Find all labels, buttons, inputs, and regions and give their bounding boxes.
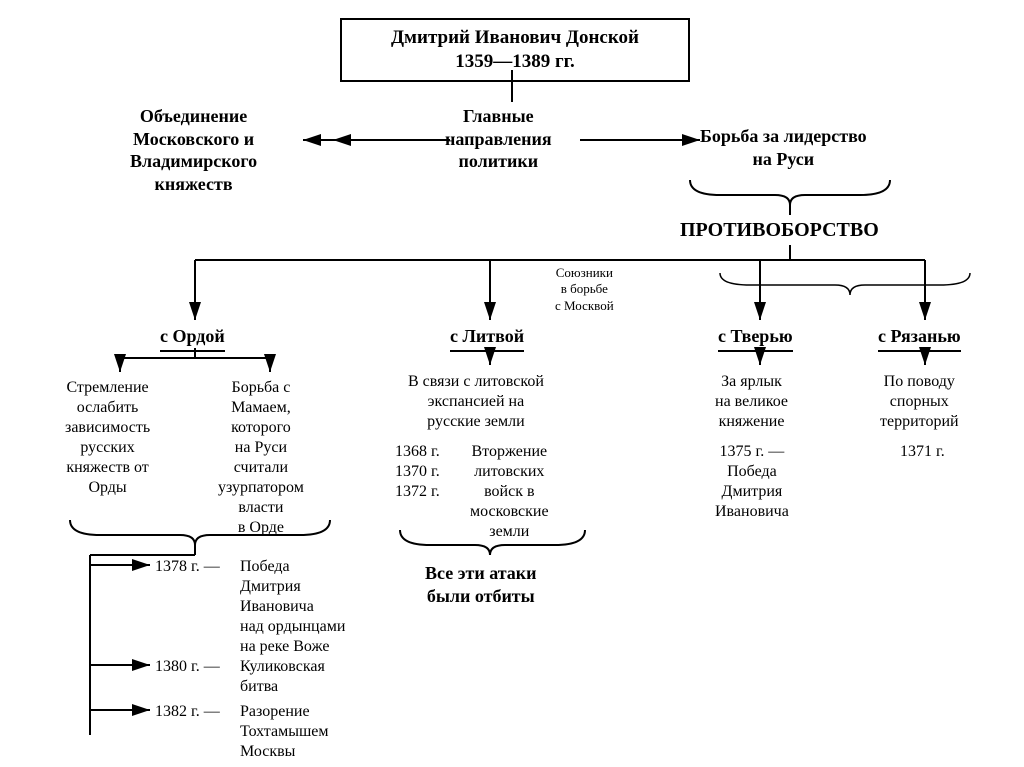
litva-years: 1368 г. 1370 г. 1372 г. — [395, 442, 440, 502]
orda-right-text: Борьба с Мамаем, которого на Руси считал… — [218, 378, 304, 538]
opponent-orda: с Ордой — [160, 325, 225, 352]
title-line2: 1359—1389 гг. — [382, 50, 648, 74]
branch-center: Главные направления политики — [445, 105, 552, 173]
tver-result: 1375 г. — Победа Дмитрия Ивановича — [715, 442, 789, 522]
orda-left-text: Стремление ослабить зависимость русских … — [65, 378, 150, 498]
ryazan-year: 1371 г. — [900, 442, 945, 462]
orda-year-1378: 1378 г. — — [155, 557, 220, 577]
branch-left: Объединение Московского и Владимирского … — [130, 105, 257, 195]
litva-result: Все эти атаки были отбиты — [425, 562, 537, 607]
title-line1: Дмитрий Иванович Донской — [382, 26, 648, 50]
litva-desc: В связи с литовской экспансией на русски… — [408, 372, 544, 432]
orda-year-1382: 1382 г. — — [155, 702, 220, 722]
tver-desc: За ярлык на великое княжение — [715, 372, 788, 432]
orda-year-1380: 1380 г. — — [155, 657, 220, 677]
title-box: Дмитрий Иванович Донской 1359—1389 гг. — [340, 18, 690, 82]
opponent-tver: с Тверью — [718, 325, 793, 352]
opponent-ryazan: с Рязанью — [878, 325, 961, 352]
branch-right: Борьба за лидерство на Руси — [700, 125, 867, 170]
litva-invasion: Вторжение литовских войск в московские з… — [470, 442, 549, 542]
confrontation-label: ПРОТИВОБОРСТВО — [680, 218, 879, 243]
orda-text-1378: Победа Дмитрия Ивановича над ордынцами н… — [240, 557, 345, 657]
opponent-litva: с Литвой — [450, 325, 524, 352]
allies-label: Союзники в борьбе с Москвой — [555, 265, 614, 314]
orda-text-1382: Разорение Тохтамышем Москвы — [240, 702, 328, 762]
ryazan-desc: По поводу спорных территорий — [880, 372, 959, 432]
orda-text-1380: Куликовская битва — [240, 657, 325, 697]
